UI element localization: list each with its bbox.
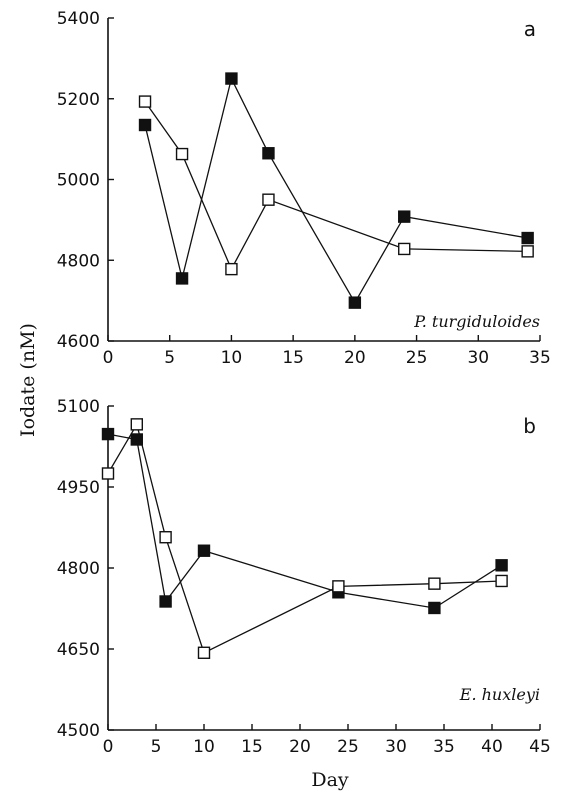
- x-tick-label: 35: [433, 737, 455, 757]
- series-line-1: [144, 76, 528, 304]
- x-tick-label: 5: [151, 737, 162, 757]
- x-tick-label: 40: [481, 737, 503, 757]
- x-tick-label: 30: [385, 737, 407, 757]
- x-tick-label: 10: [221, 348, 243, 368]
- species-annotation: P. turgiduloides: [413, 312, 540, 331]
- data-point-open: [175, 147, 189, 161]
- data-point-open: [101, 467, 115, 480]
- data-point-filled: [262, 147, 275, 160]
- data-point-open: [130, 418, 144, 431]
- y-axis-title: Iodate (nM): [17, 323, 39, 437]
- x-tick-label: 20: [344, 348, 366, 368]
- y-tick-label: 5000: [57, 171, 100, 191]
- data-point-open: [495, 574, 508, 588]
- series-line-1: [107, 433, 502, 609]
- data-point-filled: [348, 296, 362, 309]
- panel-b: 4500 4650 4800 4950 5100 0 5 10 15 20 25 30 35 40 45 b E…: [57, 397, 551, 757]
- data-point-filled: [521, 231, 534, 245]
- panel-letter: b: [523, 414, 536, 438]
- y-tick-label: 5100: [57, 397, 100, 417]
- data-point-filled: [175, 272, 189, 285]
- species-annotation: E. huxleyi: [459, 685, 540, 704]
- x-tick-label: 15: [241, 737, 263, 757]
- data-point-open: [225, 262, 238, 276]
- data-point-open: [521, 245, 534, 258]
- data-point-filled: [495, 559, 508, 572]
- data-point-open: [262, 193, 275, 206]
- panel-a: 4600 4800 5000 5200 5400 0 5 10 15 20 25 30 35 a P. tu…: [57, 9, 551, 368]
- data-point-open: [138, 95, 152, 108]
- x-tick-label: 30: [467, 348, 489, 368]
- x-tick-label: 25: [337, 737, 359, 757]
- data-point-filled: [159, 595, 172, 608]
- y-tick-label: 4950: [57, 478, 100, 498]
- x-tick-label: 35: [529, 348, 551, 368]
- y-tick-label: 4650: [57, 640, 100, 660]
- y-tick-label: 5200: [57, 90, 100, 110]
- y-tick-label: 4500: [57, 721, 100, 741]
- data-point-open: [332, 580, 345, 593]
- data-point-open: [159, 531, 172, 544]
- x-tick-label: 10: [193, 737, 215, 757]
- y-tick-label: 4800: [57, 559, 100, 579]
- data-point-filled: [428, 601, 441, 615]
- data-point-filled: [130, 433, 144, 446]
- data-point-open: [428, 577, 441, 590]
- x-tick-label: 5: [164, 348, 175, 368]
- x-tick-label: 45: [529, 737, 551, 757]
- series-line-2: [144, 101, 528, 271]
- data-point-open: [197, 646, 211, 659]
- y-tick-label: 4600: [57, 332, 100, 352]
- data-point-filled: [138, 118, 152, 132]
- x-tick-label: 25: [406, 348, 428, 368]
- panel-letter: a: [524, 17, 536, 41]
- data-point-filled: [398, 210, 411, 223]
- x-tick-label: 0: [103, 737, 114, 757]
- x-axis-title: Day: [311, 769, 349, 791]
- data-point-filled: [225, 72, 238, 85]
- x-tick-label: 20: [289, 737, 311, 757]
- y-tick-label: 5400: [57, 9, 100, 29]
- data-point-filled: [197, 544, 211, 557]
- data-point-open: [398, 242, 411, 256]
- data-point-filled: [101, 427, 115, 441]
- x-tick-label: 0: [103, 348, 114, 368]
- x-tick-label: 15: [282, 348, 304, 368]
- y-tick-label: 4800: [57, 251, 100, 271]
